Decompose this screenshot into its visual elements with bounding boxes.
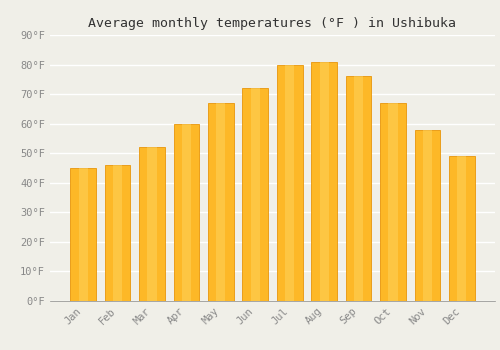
Bar [458,156,466,301]
Bar [70,168,96,301]
Bar [104,165,130,301]
Bar [449,156,475,301]
Title: Average monthly temperatures (°F ) in Ushibuka: Average monthly temperatures (°F ) in Us… [88,17,456,30]
Bar [113,165,122,301]
Bar [216,103,226,301]
Bar [174,124,200,301]
Bar [285,64,294,301]
Bar [182,124,191,301]
Bar [148,147,156,301]
Bar [139,147,165,301]
Bar [208,103,234,301]
Bar [251,88,260,301]
Bar [414,130,440,301]
Bar [320,62,328,301]
Bar [423,130,432,301]
Bar [354,76,363,301]
Bar [78,168,88,301]
Bar [242,88,268,301]
Bar [277,64,302,301]
Bar [346,76,372,301]
Bar [388,103,398,301]
Bar [380,103,406,301]
Bar [311,62,337,301]
